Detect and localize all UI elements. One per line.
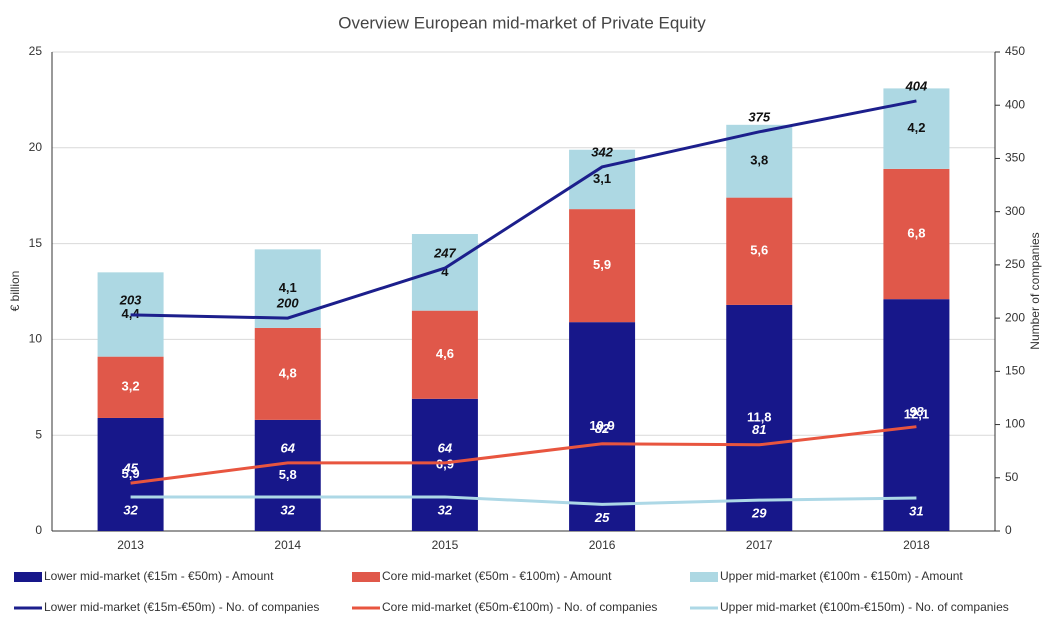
y2-tick-label: 150: [1005, 364, 1025, 378]
line-value-label: 45: [122, 461, 138, 476]
bar-value-label: 4,2: [907, 120, 925, 135]
bar-value-label: 5,8: [279, 467, 297, 482]
x-tick-label: 2014: [274, 538, 301, 552]
bar-value-label: 3,2: [122, 379, 140, 394]
x-tick-label: 2016: [589, 538, 616, 552]
bar-value-label: 5,9: [593, 257, 611, 272]
bar-value-label: 10,9: [589, 418, 614, 433]
x-tick-label: 2018: [903, 538, 930, 552]
y-tick-label: 10: [29, 332, 43, 346]
legend-label: Lower mid-market (€15m-€50m) - No. of co…: [44, 600, 319, 614]
y2-tick-label: 200: [1005, 310, 1025, 324]
line-value-label: 375: [748, 109, 770, 124]
y2-tick-label: 100: [1005, 417, 1025, 431]
bar-value-label: 3,8: [750, 153, 768, 168]
legend-label: Core mid-market (€50m-€100m) - No. of co…: [382, 600, 657, 614]
bar-segment: [254, 419, 321, 531]
bar-segment: [726, 197, 793, 305]
y-tick-label: 5: [35, 427, 42, 441]
line-value-label: 32: [281, 502, 296, 517]
bar-segment: [254, 249, 321, 328]
y2-tick-label: 400: [1005, 97, 1025, 111]
y2-tick-label: 250: [1005, 257, 1025, 271]
bar-value-label: 4,8: [279, 365, 297, 380]
line-value-label: 29: [751, 506, 767, 521]
bar-segment: [97, 417, 164, 531]
bar-segment: [411, 398, 478, 531]
x-tick-label: 2013: [117, 538, 144, 552]
legend-swatch: [14, 572, 42, 582]
y2-tick-label: 350: [1005, 151, 1025, 165]
line-value-label: 64: [281, 440, 296, 455]
line-value-label: 31: [909, 503, 923, 518]
bar-value-label: 11,8: [747, 409, 772, 424]
y-tick-label: 20: [29, 140, 43, 154]
y2-tick-label: 0: [1005, 523, 1012, 537]
y-tick-label: 15: [29, 236, 43, 250]
legend-label: Lower mid-market (€15m - €50m) - Amount: [44, 569, 274, 583]
bar-segment: [569, 209, 636, 323]
bar-value-label: 5,6: [750, 243, 768, 258]
x-tick-label: 2017: [746, 538, 773, 552]
line-value-label: 25: [594, 510, 610, 525]
legend-swatch: [352, 572, 380, 582]
bar-value-label: 6,8: [907, 225, 925, 240]
bar-value-label: 4,1: [279, 280, 297, 295]
line-value-label: 203: [119, 292, 142, 307]
x-tick-label: 2015: [432, 538, 459, 552]
bar-segment: [411, 234, 478, 311]
bar-segment: [726, 304, 793, 531]
legend-label: Upper mid-market (€100m - €150m) - Amoun…: [720, 569, 963, 583]
y2-tick-label: 450: [1005, 44, 1025, 58]
line-value-label: 247: [433, 246, 456, 261]
bar-segment: [883, 299, 950, 531]
bar-value-label: 5,9: [122, 466, 140, 481]
bar-value-label: 3,1: [593, 171, 611, 186]
line-value-label: 342: [591, 144, 613, 159]
bar-segment: [883, 168, 950, 300]
bar-value-label: 4: [441, 264, 449, 279]
bar-segment: [254, 327, 321, 420]
bar-value-label: 4,6: [436, 346, 454, 361]
bar-segment: [569, 322, 636, 531]
line-value-label: 32: [123, 502, 138, 517]
legend-label: Core mid-market (€50m - €100m) - Amount: [382, 569, 612, 583]
y2-tick-label: 50: [1005, 470, 1019, 484]
y-tick-label: 25: [29, 44, 43, 58]
legend-swatch: [690, 572, 718, 582]
y2-axis-label: Number of companies: [1028, 232, 1042, 349]
line-value-label: 82: [595, 421, 610, 436]
line-value-label: 98: [909, 404, 924, 419]
legend-label: Upper mid-market (€100m-€150m) - No. of …: [720, 600, 1009, 614]
line-value-label: 81: [752, 422, 766, 437]
chart-title: Overview European mid-market of Private …: [338, 13, 706, 32]
line-series: [130, 425, 917, 485]
line-value-label: 200: [276, 296, 299, 311]
y-tick-label: 0: [35, 523, 42, 537]
line-value-label: 404: [905, 78, 928, 93]
bar-segment: [97, 356, 164, 418]
line-series: [130, 99, 917, 320]
bar-value-label: 12,1: [904, 407, 929, 422]
y2-tick-label: 300: [1005, 204, 1025, 218]
line-series: [130, 495, 917, 506]
bar-segment: [411, 310, 478, 399]
line-value-label: 64: [438, 440, 453, 455]
y-axis-label: € billion: [8, 271, 22, 312]
line-value-label: 32: [438, 502, 453, 517]
